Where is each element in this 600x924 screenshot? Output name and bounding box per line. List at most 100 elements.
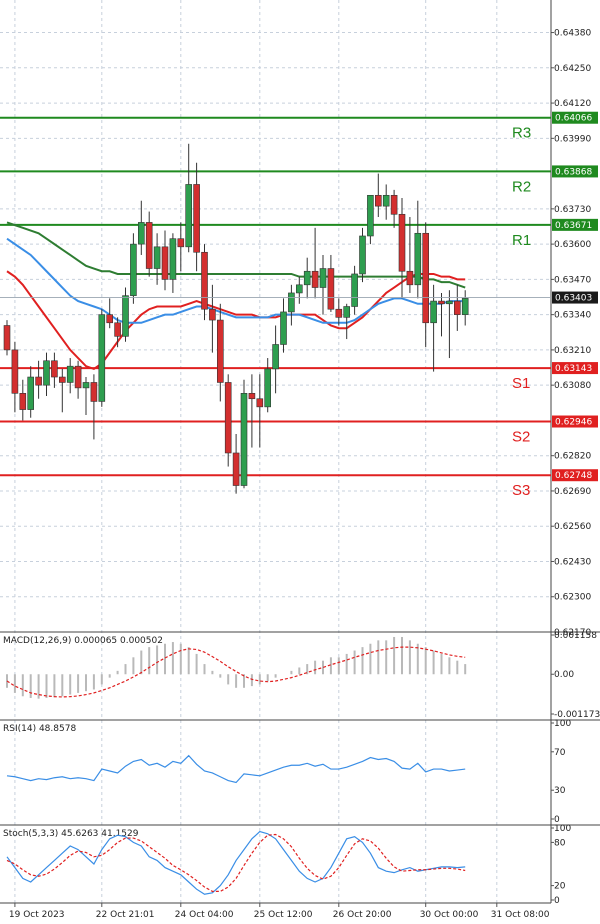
candle-body: [3, 325, 11, 351]
current-price-label: 0.63403: [555, 294, 592, 304]
candle-body: [264, 368, 272, 408]
level-badge-label-r3: 0.64066: [555, 114, 592, 124]
price-tick-label: 0.62690: [554, 487, 591, 497]
stoch-tick-label: 20: [554, 882, 566, 892]
level-badge-s2: [552, 415, 598, 428]
level-name-r3: R3: [512, 125, 531, 142]
candle-body: [430, 300, 437, 324]
level-badge-label-s2: 0.62946: [555, 418, 592, 428]
price-tick-label: 0.63470: [554, 275, 591, 285]
level-name-s1: S1: [512, 375, 530, 392]
stoch-tick-label: 0: [554, 896, 560, 906]
candle-body: [35, 376, 42, 386]
candle-body: [58, 376, 66, 383]
time-tick-label: 30 Oct 00:00: [420, 910, 479, 920]
time-tick-label: 22 Oct 21:01: [96, 910, 155, 920]
candle-body: [256, 398, 264, 408]
stoch-line-2: [6, 833, 466, 892]
rsi-tick-label: 30: [554, 786, 566, 796]
price-tick-label: 0.63990: [554, 134, 591, 144]
candle-body: [335, 308, 343, 318]
candle-body: [390, 194, 398, 215]
level-badge-r1: [552, 218, 598, 231]
price-tick-label: 0.62560: [554, 522, 591, 532]
rsi-line-1: [6, 754, 466, 784]
candle-body: [185, 184, 192, 248]
candle-body: [138, 222, 145, 245]
candle-body: [161, 246, 169, 280]
candle-body: [130, 243, 137, 296]
level-name-r1: R1: [512, 232, 531, 249]
candle-body: [51, 360, 58, 378]
price-tick-label: 0.64250: [554, 64, 591, 74]
candle-body: [122, 295, 129, 337]
candle-body: [374, 194, 382, 207]
macd-tick-label: -0.001173: [554, 710, 600, 720]
price-tick-label: 0.64120: [554, 99, 591, 109]
price-tick-label: 0.63210: [554, 346, 591, 356]
candle-body: [438, 300, 445, 305]
level-badge-s3: [552, 469, 598, 482]
time-tick-label: 24 Oct 04:00: [175, 910, 234, 920]
time-tick-label: 25 Oct 12:00: [254, 910, 313, 920]
stoch-tick-label: 80: [554, 838, 566, 848]
candle-body: [114, 322, 121, 337]
candle-body: [145, 222, 153, 269]
level-badge-r2: [552, 165, 598, 178]
candle-body: [446, 300, 453, 305]
rsi-tick-label: 100: [554, 719, 571, 729]
candle-body: [295, 284, 303, 294]
macd-tick-label: 0.001158: [554, 631, 597, 641]
price-tick-label: 0.63730: [554, 205, 591, 215]
rsi-tick-label: 0: [554, 815, 560, 825]
candle-body: [343, 306, 351, 318]
time-tick-label: 26 Oct 20:00: [333, 910, 392, 920]
candle-body: [327, 268, 335, 310]
macd-panel-title: MACD(12,26,9) 0.000065 0.000502: [3, 636, 163, 646]
moving-average-line-1: [6, 270, 466, 371]
candle-body: [82, 382, 90, 389]
candle-body: [106, 314, 113, 324]
price-tick-label: 0.63080: [554, 381, 591, 391]
candle-body: [153, 246, 161, 269]
candle-body: [66, 365, 74, 383]
candle-body: [232, 452, 240, 486]
candle-body: [19, 393, 27, 410]
price-tick-label: 0.63340: [554, 311, 591, 321]
level-badge-label-r2: 0.63868: [555, 167, 592, 177]
candle-body: [272, 344, 279, 370]
candle-body: [367, 194, 374, 237]
price-tick-label: 0.62820: [554, 452, 591, 462]
price-tick-label: 0.62430: [554, 557, 591, 567]
candle-body: [422, 232, 430, 324]
candle-body: [319, 268, 327, 288]
candle-body: [382, 194, 390, 207]
candle-body: [43, 360, 50, 386]
candle-body: [311, 270, 319, 288]
level-badge-label-s1: 0.63143: [555, 364, 592, 374]
level-name-r2: R2: [512, 178, 531, 195]
candle-body: [288, 292, 295, 313]
candle-body: [217, 319, 224, 383]
candle-body: [177, 238, 185, 248]
moving-average-line-3: [6, 221, 466, 289]
candle-body: [209, 308, 216, 321]
price-tick-label: 0.63600: [554, 240, 591, 250]
stoch-tick-label: 100: [554, 824, 571, 834]
stoch-panel-title: Stoch(5,3,3) 45.6263 41.1529: [3, 829, 139, 839]
level-name-s2: S2: [512, 429, 530, 446]
candle-body: [74, 365, 82, 389]
candle-body: [201, 251, 208, 310]
level-badge-s1: [552, 362, 598, 375]
time-tick-label: 31 Oct 08:00: [491, 910, 550, 920]
candle-body: [90, 382, 98, 402]
macd-signal-line: [6, 646, 466, 698]
level-badge-label-r1: 0.63671: [555, 221, 592, 231]
candle-body: [193, 184, 200, 253]
rsi-tick-label: 70: [554, 748, 566, 758]
price-tick-label: 0.64380: [554, 29, 591, 39]
candle-body: [27, 376, 35, 410]
candle-body: [398, 213, 406, 272]
